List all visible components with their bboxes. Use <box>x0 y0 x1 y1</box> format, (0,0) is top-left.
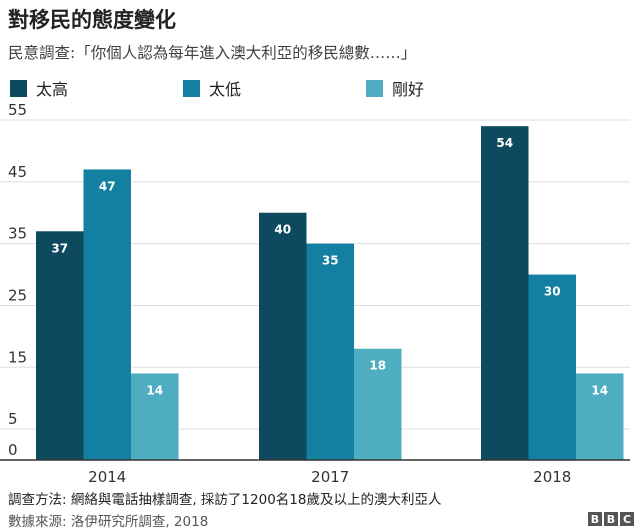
bbc-logo-letter-b1: B <box>588 512 602 526</box>
bbc-logo: B B C <box>588 512 634 526</box>
bar <box>83 169 131 461</box>
legend-label-too-low: 太低 <box>209 80 242 99</box>
bbc-logo-letter-c: C <box>620 512 634 526</box>
data-label: 30 <box>544 285 561 299</box>
data-label: 14 <box>591 383 608 397</box>
x-tick-label: 2018 <box>533 468 571 486</box>
y-tick-label: 55 <box>8 101 27 119</box>
data-label: 47 <box>99 179 116 193</box>
data-label: 54 <box>496 136 513 150</box>
bar <box>259 212 307 460</box>
x-tick-label: 2017 <box>311 468 349 486</box>
y-tick-label: 35 <box>8 225 27 243</box>
y-tick-label: 15 <box>8 348 27 366</box>
data-label: 14 <box>146 383 163 397</box>
legend-swatch-too-low <box>183 79 200 97</box>
methodology-note: 調查方法: 網絡與電話抽樣調查, 採訪了1200名18歲及以上的澳大利亞人 <box>8 492 442 508</box>
legend-item-too-high: 太高 <box>10 76 68 100</box>
data-label: 18 <box>369 359 386 373</box>
data-label: 37 <box>51 241 68 255</box>
bar <box>576 373 624 460</box>
bar <box>131 373 179 460</box>
chart-subtitle: 民意調查:「你個人認為每年進入澳大利亞的移民總數……」 <box>8 44 417 62</box>
bar <box>354 348 402 460</box>
chart-title: 對移民的態度變化 <box>8 8 176 32</box>
bar <box>36 231 84 460</box>
legend-label-too-high: 太高 <box>36 80 69 99</box>
legend-swatch-too-high <box>10 79 27 97</box>
legend-item-just-right: 剛好 <box>366 76 424 100</box>
bbc-logo-letter-b2: B <box>604 512 618 526</box>
legend-swatch-just-right <box>366 79 383 97</box>
bar <box>528 274 576 460</box>
source-note: 數據來源: 洛伊研究所調查, 2018 <box>8 514 209 530</box>
y-tick-label: 0 <box>8 441 18 459</box>
y-tick-label: 5 <box>8 410 18 428</box>
bar <box>481 126 529 460</box>
legend: 太高 太低 剛好 <box>0 76 640 100</box>
bar <box>306 243 354 460</box>
x-tick-label: 2014 <box>88 468 126 486</box>
y-tick-label: 45 <box>8 163 27 181</box>
legend-item-too-low: 太低 <box>183 76 241 100</box>
y-tick-label: 25 <box>8 286 27 304</box>
data-label: 40 <box>274 223 291 237</box>
legend-label-just-right: 剛好 <box>392 80 425 99</box>
data-label: 35 <box>322 254 339 268</box>
